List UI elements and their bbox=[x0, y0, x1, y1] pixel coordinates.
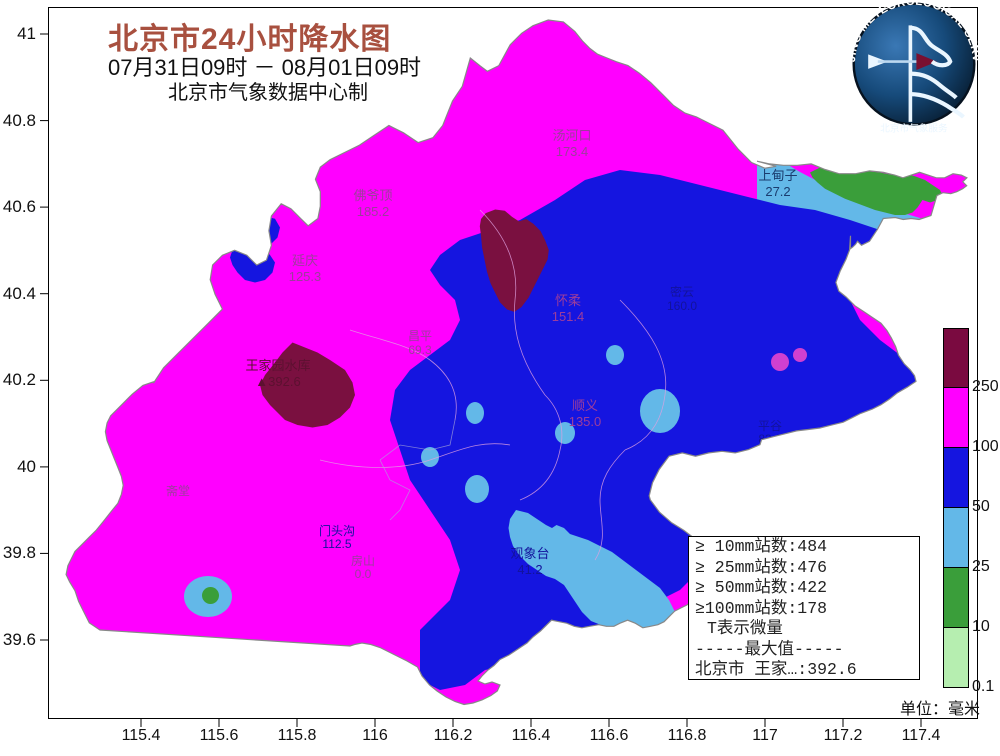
svg-text:怀柔: 怀柔 bbox=[555, 293, 581, 308]
svg-text:160.0: 160.0 bbox=[667, 299, 697, 313]
svg-text:斋堂: 斋堂 bbox=[166, 483, 190, 498]
svg-text:顺义: 顺义 bbox=[572, 398, 598, 413]
svg-text:83.6: 83.6 bbox=[758, 432, 782, 446]
svg-text:延庆: 延庆 bbox=[292, 253, 318, 268]
svg-text:185.2: 185.2 bbox=[357, 204, 390, 219]
svg-text:151.4: 151.4 bbox=[552, 309, 585, 324]
svg-text:王家园水库: 王家园水库 bbox=[245, 358, 310, 373]
svg-text:95.2: 95.2 bbox=[768, 487, 792, 501]
svg-text:佛爷顶: 佛爷顶 bbox=[353, 188, 392, 203]
svg-text:密云: 密云 bbox=[670, 284, 694, 299]
svg-text:昌平: 昌平 bbox=[408, 329, 432, 343]
svg-text:0.0: 0.0 bbox=[355, 567, 372, 581]
svg-text:125.3: 125.3 bbox=[289, 269, 322, 284]
svg-text:112.5: 112.5 bbox=[322, 537, 351, 551]
svg-text:▲392.6: ▲392.6 bbox=[255, 374, 300, 389]
svg-text:27.2: 27.2 bbox=[765, 184, 790, 199]
svg-text:观象台: 观象台 bbox=[510, 546, 549, 561]
svg-text:69.3: 69.3 bbox=[408, 343, 432, 357]
svg-text:房山: 房山 bbox=[351, 553, 375, 568]
svg-text:41.2: 41.2 bbox=[517, 562, 542, 577]
svg-text:平谷: 平谷 bbox=[758, 419, 782, 433]
svg-text:通州: 通州 bbox=[768, 474, 792, 488]
svg-text:北京市气象服务: 北京市气象服务 bbox=[880, 123, 948, 135]
svg-text:门头沟: 门头沟 bbox=[319, 523, 355, 538]
svg-text:上甸子: 上甸子 bbox=[758, 168, 797, 183]
svg-text:173.4: 173.4 bbox=[556, 144, 589, 159]
svg-text:汤河口: 汤河口 bbox=[552, 128, 591, 143]
svg-text:135.0: 135.0 bbox=[569, 414, 602, 429]
